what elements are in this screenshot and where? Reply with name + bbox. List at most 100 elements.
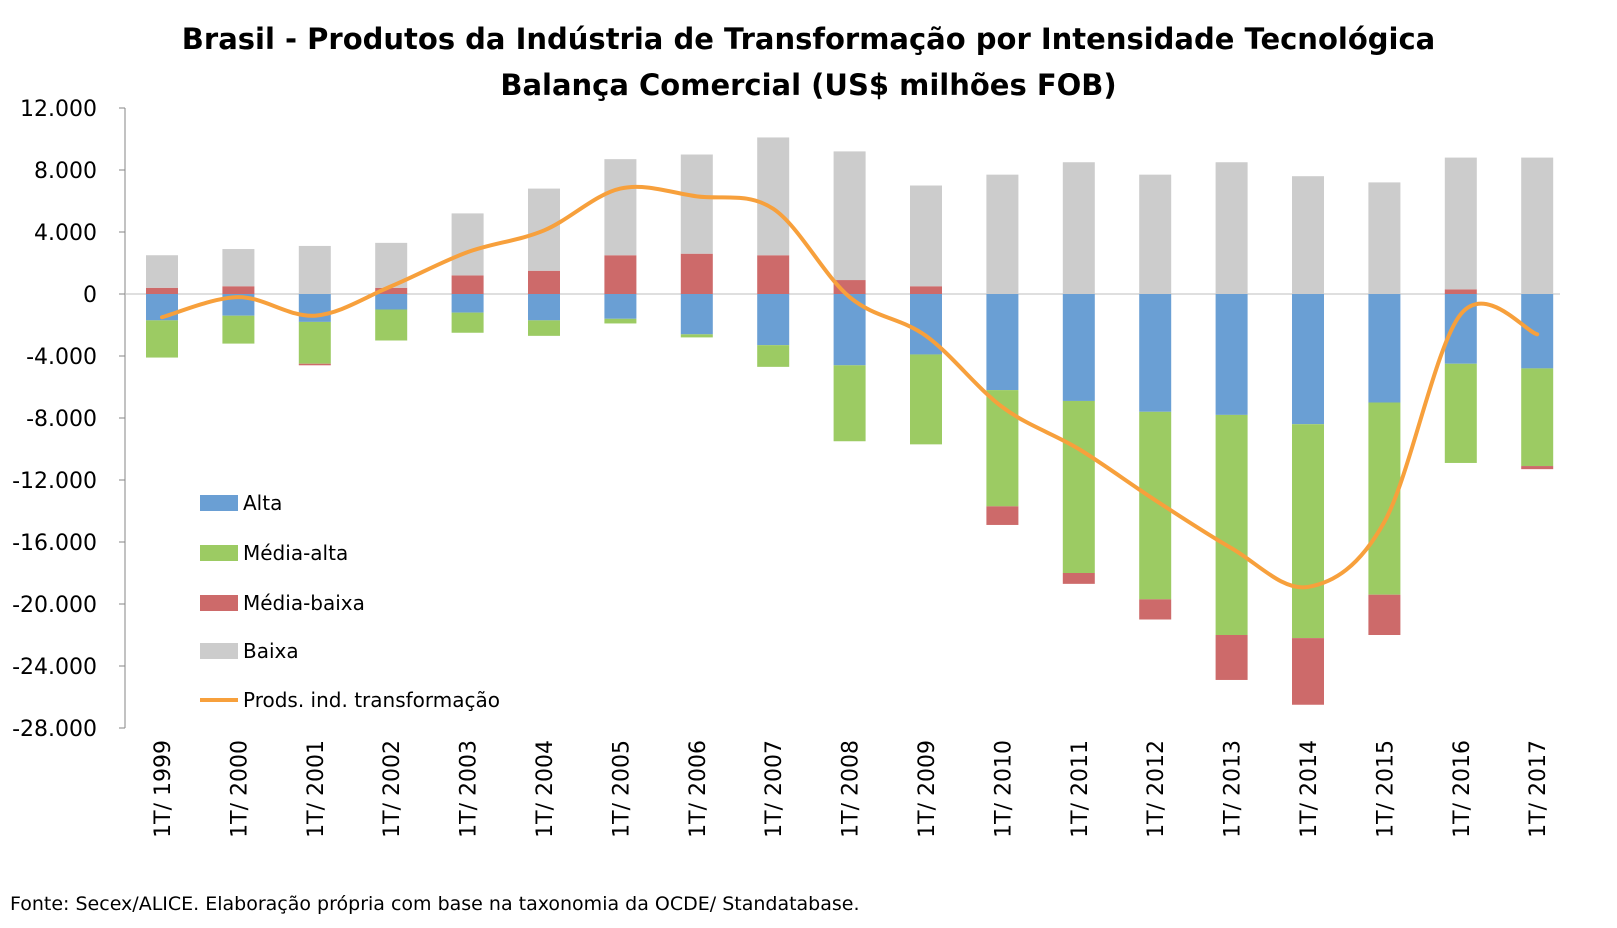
x-tick-label: 1T/ 2003 [457,740,482,838]
bar-baixa [1292,176,1324,294]
bar-alta [375,294,408,310]
source-note: Fonte: Secex/ALICE. Elaboração própria c… [10,893,860,915]
bar-baixa [757,137,790,256]
bar-m-dia-baixa [757,255,790,294]
legend-swatch [200,545,238,561]
bar-m-dia-alta [1444,363,1477,463]
x-tick-label: 1T/ 2004 [533,740,558,838]
bar-m-dia-baixa [1368,594,1401,635]
legend-label: Média-alta [243,541,348,565]
bar-m-dia-alta [910,354,942,445]
bar-baixa [451,213,484,276]
bar-m-dia-baixa [451,275,484,294]
bar-m-dia-baixa [298,363,331,366]
legend-label: Alta [243,491,282,515]
y-tick-label: -4.000 [26,345,97,370]
bar-alta [451,294,484,313]
bar-alta [986,294,1019,391]
x-tick-label: 1T/ 2011 [1068,740,1093,838]
bar-m-dia-alta [680,334,713,338]
x-tick-label: 1T/ 2005 [609,740,634,838]
x-tick-label: 1T/ 2008 [839,740,864,838]
bar-baixa [1368,182,1401,294]
bar-m-dia-alta [833,365,866,442]
bar-m-dia-baixa [1139,599,1172,620]
x-tick-label: 1T/ 2001 [304,740,329,838]
bar-alta [1215,294,1248,415]
bar-alta [1521,294,1554,369]
bar-baixa [1444,157,1477,290]
bar-m-dia-alta [528,320,560,336]
bar-baixa [298,245,331,294]
bar-alta [757,294,790,346]
bar-m-dia-baixa [1444,289,1477,294]
legend-label: Prods. ind. transformação [243,688,500,712]
bar-m-dia-baixa [528,270,560,294]
x-tick-label: 1T/ 2017 [1526,740,1551,838]
y-tick-label: -8.000 [26,407,97,432]
bar-m-dia-alta [604,318,637,324]
bar-m-dia-baixa [1521,466,1554,470]
bar-m-dia-alta [1292,424,1324,639]
bar-m-dia-baixa [680,253,713,294]
bar-baixa [222,249,255,287]
x-tick-label: 1T/ 2012 [1144,740,1169,838]
legend-swatch [200,643,238,659]
bar-alta [680,294,713,335]
line-prods-ind-transformacao [160,184,1540,590]
x-tick-label: 1T/ 2010 [991,740,1016,838]
bar-m-dia-baixa [375,287,408,294]
bar-baixa [680,154,713,254]
bar-m-dia-alta [451,312,484,333]
bar-m-dia-baixa [146,287,178,294]
legend-label: Baixa [243,639,299,663]
y-tick-label: 12.000 [20,97,97,122]
bar-m-dia-alta [757,345,790,367]
x-tick-label: 1T/ 2016 [1450,740,1475,838]
bar-m-dia-baixa [1215,635,1248,680]
bar-m-dia-alta [146,320,178,358]
chart-title: Brasil - Produtos da Indústria de Transf… [181,22,1436,56]
y-tick-label: 0 [83,283,97,308]
x-tick-label: 1T/ 2000 [227,740,252,838]
bar-m-dia-baixa [910,286,942,294]
chart-subtitle: Balança Comercial (US$ milhões FOB) [500,68,1117,102]
bar-alta [298,294,331,322]
bar-m-dia-alta [375,309,408,341]
y-tick-label: -28.000 [12,717,97,742]
y-tick-label: 8.000 [34,159,97,184]
legend-swatch [200,595,238,611]
x-tick-label: 1T/ 2002 [380,740,405,838]
bar-alta [1139,294,1172,412]
bar-baixa [1139,174,1172,294]
bar-baixa [986,174,1019,294]
bar-alta [1368,294,1401,403]
legend-swatch [200,495,238,511]
bar-baixa [1062,162,1095,294]
bar-m-dia-alta [1521,368,1554,467]
bar-alta [604,294,637,319]
y-tick-label: -12.000 [12,469,97,494]
x-tick-label: 1T/ 2015 [1373,740,1398,838]
x-tick-label: 1T/ 2006 [686,740,711,838]
y-tick-label: -24.000 [12,655,97,680]
bar-m-dia-alta [222,315,255,344]
x-tick-label: 1T/ 1999 [151,740,176,838]
x-tick-label: 1T/ 2014 [1297,740,1322,838]
bar-m-dia-baixa [986,506,1019,525]
bar-baixa [833,151,866,281]
bar-alta [528,294,560,321]
bar-m-dia-baixa [1292,638,1324,705]
bar-baixa [1215,162,1248,294]
y-tick-label: 4.000 [34,221,97,246]
bar-baixa [146,255,178,288]
bar-alta [1292,294,1324,425]
bar-m-dia-baixa [604,255,637,294]
x-tick-label: 1T/ 2013 [1221,740,1246,838]
x-tick-label: 1T/ 2007 [762,740,787,838]
bar-m-dia-baixa [1062,573,1095,584]
legend-label: Média-baixa [243,591,365,615]
x-tick-label: 1T/ 2009 [915,740,940,838]
